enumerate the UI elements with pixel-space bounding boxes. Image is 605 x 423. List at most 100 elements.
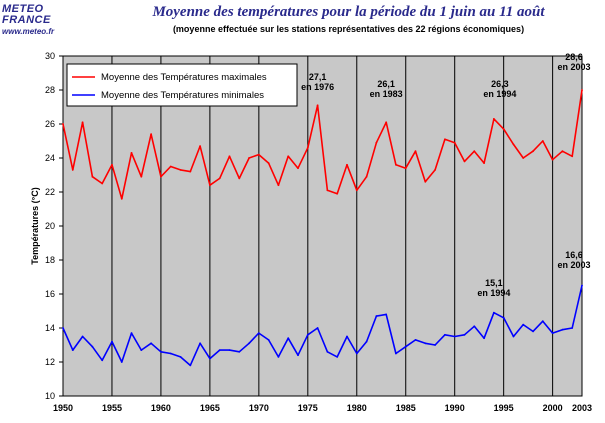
data-point-max <box>62 123 64 125</box>
data-point-max <box>346 163 348 166</box>
data-point-max <box>111 163 113 166</box>
data-point-max <box>169 165 172 168</box>
annotation-value: 28,6 <box>565 52 583 62</box>
x-tick-label: 1970 <box>249 403 269 413</box>
y-tick-label: 10 <box>45 391 55 401</box>
legend-label-max: Moyenne des Températures maximales <box>101 72 267 83</box>
data-point-max <box>502 128 505 131</box>
annotation-label: en 1976 <box>301 82 334 92</box>
y-tick-label: 14 <box>45 323 55 333</box>
data-point-min <box>532 330 534 333</box>
data-point-min <box>71 349 74 351</box>
data-point-max <box>81 121 84 124</box>
data-point-max <box>218 177 221 180</box>
chart-subtitle: (moyenne effectuée sur les stations repr… <box>172 24 525 34</box>
data-point-min <box>130 332 133 334</box>
data-point-min <box>463 333 466 336</box>
logo-text-line1: METEO <box>2 3 44 15</box>
data-point-min <box>91 345 94 348</box>
data-point-max <box>424 180 427 183</box>
data-point-max <box>71 169 74 171</box>
logo-url: www.meteo.fr <box>2 27 55 36</box>
data-point-min <box>316 327 319 329</box>
x-tick-label: 1980 <box>347 403 367 413</box>
data-point-max <box>473 150 476 153</box>
x-tick-label: 1955 <box>102 403 122 413</box>
data-point-max <box>551 158 554 161</box>
data-point-min <box>336 356 339 358</box>
data-point-min <box>414 339 417 341</box>
data-point-min <box>571 327 574 329</box>
data-point-min <box>179 356 182 358</box>
x-tick-label: 1995 <box>494 403 514 413</box>
data-point-max <box>571 155 574 158</box>
data-point-min <box>581 284 583 287</box>
annotation-value: 27,1 <box>309 72 327 82</box>
data-point-max <box>561 150 564 153</box>
data-point-min <box>502 316 505 319</box>
annotation-value: 16,6 <box>565 250 583 260</box>
data-point-min <box>277 356 280 358</box>
data-point-max <box>297 167 299 170</box>
data-point-min <box>306 333 309 336</box>
data-point-max <box>248 157 250 159</box>
data-point-max <box>287 155 290 158</box>
data-point-max <box>277 184 280 187</box>
data-point-min <box>434 344 437 346</box>
data-point-min <box>287 337 290 340</box>
data-point-min <box>169 352 172 355</box>
data-point-min <box>365 340 368 343</box>
x-tick-label: 1975 <box>298 403 318 413</box>
data-point-max <box>189 170 192 173</box>
series-line-min <box>62 285 583 367</box>
annotation-label: en 1994 <box>483 89 516 99</box>
data-point-max <box>395 163 397 166</box>
data-point-min <box>551 332 554 334</box>
data-point-max <box>199 145 201 148</box>
annotation-label: en 2003 <box>557 62 590 72</box>
annotation-value: 15,1 <box>485 278 503 288</box>
data-point-max <box>522 157 525 159</box>
data-point-min <box>228 349 231 351</box>
data-point-max <box>355 189 358 192</box>
data-point-min <box>444 333 446 336</box>
y-tick-label: 12 <box>45 357 55 367</box>
data-point-min <box>62 327 64 329</box>
data-point-min <box>453 335 456 338</box>
data-point-max <box>160 175 162 178</box>
data-point-min <box>208 357 211 360</box>
data-point-max <box>91 175 94 178</box>
x-tick-label: 1950 <box>53 403 73 413</box>
x-tick-label: 1960 <box>151 403 171 413</box>
data-point-min <box>297 354 299 357</box>
data-point-max <box>228 155 231 158</box>
data-point-min <box>522 323 525 326</box>
data-point-min <box>257 332 260 334</box>
meteo-france-logo: METEO FRANCE www.meteo.fr <box>2 4 88 38</box>
x-tick-label: 1985 <box>396 403 416 413</box>
data-point-max <box>414 150 417 153</box>
y-tick-label: 18 <box>45 255 55 265</box>
data-point-min <box>561 328 564 331</box>
data-point-max <box>306 146 309 149</box>
data-point-max <box>120 197 123 200</box>
data-point-max <box>267 162 270 165</box>
data-point-max <box>257 153 260 156</box>
data-point-max <box>444 138 446 141</box>
series-line-max <box>62 89 583 200</box>
data-point-min <box>238 350 241 353</box>
data-point-min <box>218 349 221 351</box>
data-point-min <box>375 315 378 317</box>
data-point-max <box>326 189 329 192</box>
data-point-min <box>492 311 495 314</box>
data-point-min <box>140 349 143 351</box>
y-tick-label: 22 <box>45 187 55 197</box>
x-tick-label: 2000 <box>543 403 563 413</box>
data-point-min <box>404 345 407 348</box>
y-tick-label: 30 <box>45 51 55 61</box>
data-point-max <box>541 140 544 142</box>
data-point-max <box>532 150 534 153</box>
data-point-max <box>140 175 143 178</box>
data-point-max <box>316 104 319 107</box>
